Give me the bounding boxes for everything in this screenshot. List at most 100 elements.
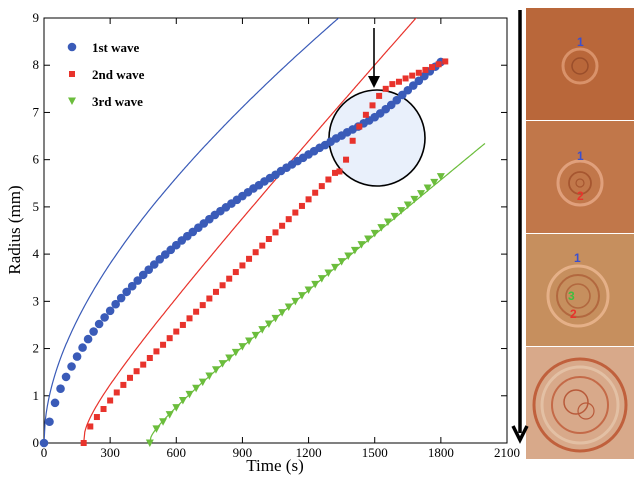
legend-marker-2 <box>69 71 75 77</box>
fit-line-1 <box>44 18 340 443</box>
data-point-series-3 <box>344 252 353 260</box>
data-point-series-3 <box>165 411 174 419</box>
data-point-series-1 <box>89 327 98 336</box>
data-point-series-3 <box>364 235 373 243</box>
data-point-series-2 <box>239 262 246 269</box>
data-point-series-3 <box>271 314 280 323</box>
data-point-series-2 <box>246 255 253 262</box>
data-point-series-2 <box>146 355 153 361</box>
data-point-series-3 <box>377 224 386 232</box>
data-point-series-1 <box>67 362 76 371</box>
data-point-series-2 <box>252 249 259 256</box>
data-point-series-2 <box>415 69 422 76</box>
x-tick-label: 300 <box>100 445 120 460</box>
data-point-series-1 <box>83 334 93 344</box>
data-point-series-3 <box>337 258 346 266</box>
data-point-series-2 <box>272 229 279 236</box>
data-point-series-3 <box>231 348 240 357</box>
arrow-annotation <box>368 28 380 88</box>
data-point-series-3 <box>397 207 406 215</box>
data-point-series-1 <box>45 417 54 427</box>
data-point-series-3 <box>430 178 439 187</box>
data-point-series-2 <box>312 189 319 196</box>
photo-label-3-wave2: 2 <box>570 307 577 321</box>
plot-frame <box>43 17 508 444</box>
data-point-series-3 <box>331 263 340 272</box>
data-point-series-3 <box>436 173 445 181</box>
data-point-series-3 <box>192 384 201 393</box>
data-point-series-2 <box>93 414 100 421</box>
data-point-series-3 <box>152 425 161 433</box>
data-point-series-3 <box>357 241 366 249</box>
data-point-series-3 <box>178 397 187 405</box>
data-point-series-1 <box>144 265 154 274</box>
data-point-series-1 <box>116 293 126 303</box>
data-point-series-2 <box>226 275 233 282</box>
legend-label-3: 3rd wave <box>92 94 143 109</box>
data-point-series-3 <box>225 354 234 362</box>
data-point-series-3 <box>258 326 267 334</box>
data-point-series-2 <box>395 78 402 85</box>
data-point-series-2 <box>153 348 160 355</box>
x-tick-label: 600 <box>167 445 187 460</box>
data-point-series-2 <box>332 169 339 176</box>
photo-label-3-wave1: 1 <box>574 251 581 265</box>
photo-label-3-wave3: 3 <box>568 289 575 303</box>
data-point-series-2 <box>442 58 449 65</box>
photo-panel-4 <box>526 347 634 460</box>
y-tick-label: 3 <box>33 293 40 308</box>
data-point-series-3 <box>211 366 220 374</box>
data-point-series-2 <box>113 389 120 396</box>
data-point-series-3 <box>403 201 412 209</box>
data-point-series-2 <box>325 176 332 183</box>
data-point-series-2 <box>279 222 286 229</box>
data-point-series-3 <box>172 404 181 412</box>
data-point-series-3 <box>350 246 359 255</box>
data-point-series-2 <box>298 202 305 209</box>
y-axis-label: Radius (mm) <box>5 185 24 274</box>
x-axis-label: Time (s) <box>246 456 303 475</box>
data-point-series-2 <box>376 92 383 99</box>
legend-label-2: 2nd wave <box>92 67 145 82</box>
x-tick-label: 1500 <box>362 445 388 460</box>
data-point-series-1 <box>133 276 143 285</box>
photo-label-2-wave2: 2 <box>577 189 584 203</box>
legend-marker-1 <box>67 42 77 52</box>
data-point-series-2 <box>173 328 180 335</box>
data-point-series-1 <box>392 95 402 105</box>
data-point-series-3 <box>383 218 392 226</box>
time-arrow <box>511 10 529 444</box>
data-point-series-3 <box>417 190 426 198</box>
data-point-series-2 <box>186 315 193 322</box>
data-point-series-3 <box>238 343 247 351</box>
data-point-series-3 <box>304 286 313 294</box>
data-point-series-2 <box>199 302 206 309</box>
x-tick-label: 1200 <box>296 445 322 460</box>
data-point-series-3 <box>390 212 399 221</box>
data-point-series-2 <box>100 406 107 412</box>
data-point-series-2 <box>422 66 429 73</box>
data-point-series-2 <box>206 295 213 302</box>
axis-ticks: 0 300 600 900 1200 1500 1800 2100 0 1 2 3 4 5 6 7 8 9 <box>33 10 521 460</box>
data-point-series-1 <box>50 398 60 408</box>
data-point-series-1 <box>56 384 65 393</box>
y-tick-label: 2 <box>33 341 40 356</box>
fit-line-3 <box>149 143 486 443</box>
data-point-series-2 <box>409 72 416 79</box>
data-point-series-3 <box>317 275 326 283</box>
data-point-series-3 <box>218 360 227 368</box>
y-tick-label: 1 <box>33 388 40 403</box>
x-tick-label: 0 <box>41 445 48 460</box>
data-point-series-3 <box>251 331 260 340</box>
y-tick-label: 0 <box>33 435 40 450</box>
data-point-series-1 <box>78 343 87 352</box>
data-point-series-2 <box>285 216 292 223</box>
data-point-series-2 <box>382 85 389 92</box>
data-point-series-1 <box>39 438 49 448</box>
photo-label-2-wave1: 1 <box>577 149 584 163</box>
data-point-series-2 <box>126 374 133 381</box>
photo-panel-3: 1 3 2 <box>526 234 634 347</box>
y-tick-label: 9 <box>33 10 40 25</box>
x-tick-label: 2100 <box>494 445 520 460</box>
y-tick-label: 4 <box>33 246 40 261</box>
